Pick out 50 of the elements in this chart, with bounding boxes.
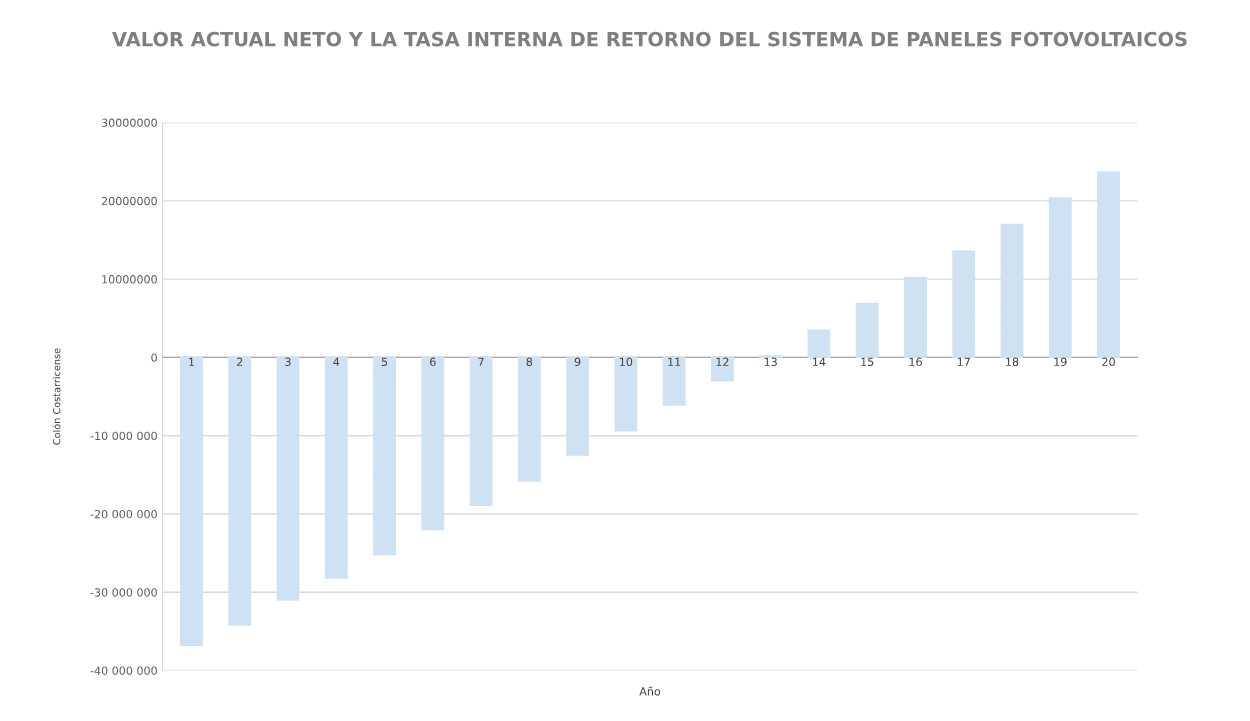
bar xyxy=(1000,223,1024,358)
y-tick-label: 30000000 xyxy=(101,118,157,127)
x-tick-label: 5 xyxy=(381,357,388,367)
x-tick-label: 11 xyxy=(668,357,681,366)
y-tick-label: -20 000 000 xyxy=(90,509,157,519)
x-tick-label: 6 xyxy=(430,357,436,367)
bar xyxy=(662,356,686,406)
x-tick-label: 1 xyxy=(189,357,194,366)
bar xyxy=(1097,171,1120,358)
bar xyxy=(228,356,252,626)
x-tick-label: 7 xyxy=(478,357,484,366)
x-tick-label: 9 xyxy=(574,357,581,367)
y-tick-label: -30 000 000 xyxy=(90,588,157,597)
x-tick-label: 14 xyxy=(813,357,826,366)
x-tick-label: 8 xyxy=(526,357,533,367)
bar xyxy=(952,250,976,358)
x-tick-label: 17 xyxy=(957,357,970,366)
chart-title: VALOR ACTUAL NETO Y LA TASA INTERNA DE RETORNO DEL SISTEMA DE PANELES FOTOVOLTAICOS xyxy=(112,31,1187,47)
x-tick-label: 12 xyxy=(716,357,729,366)
bar xyxy=(324,356,348,579)
bar xyxy=(807,329,831,358)
x-tick-label: 13 xyxy=(764,357,777,367)
bar xyxy=(180,356,203,647)
bar xyxy=(421,356,445,531)
bar xyxy=(517,356,541,482)
y-tick-label: 0 xyxy=(151,353,157,362)
x-tick-label: 18 xyxy=(1006,357,1019,367)
y-axis-title: Colón Costarricense xyxy=(52,348,61,445)
bar xyxy=(710,356,734,382)
x-tick-label: 15 xyxy=(861,357,874,367)
bar xyxy=(566,356,590,456)
x-tick-label: 20 xyxy=(1102,357,1115,367)
bar xyxy=(469,356,493,506)
bar xyxy=(855,302,879,358)
x-tick-label: 4 xyxy=(333,357,340,366)
bar xyxy=(1048,197,1072,358)
x-tick-label: 2 xyxy=(237,357,243,366)
y-tick-label: 10000000 xyxy=(102,275,157,284)
bar xyxy=(373,356,396,556)
x-tick-label: 16 xyxy=(909,357,922,367)
x-tick-label: 3 xyxy=(285,357,291,367)
y-tick-label: -40 000 000 xyxy=(90,666,157,675)
bar xyxy=(614,356,638,432)
x-tick-label: 19 xyxy=(1054,357,1067,367)
bar xyxy=(276,356,300,601)
bar xyxy=(904,277,927,358)
y-tick-label: 20000000 xyxy=(101,196,157,206)
y-tick-label: -10 000 000 xyxy=(90,431,157,441)
x-axis-title: Año xyxy=(639,686,661,696)
x-tick-label: 10 xyxy=(620,357,633,367)
